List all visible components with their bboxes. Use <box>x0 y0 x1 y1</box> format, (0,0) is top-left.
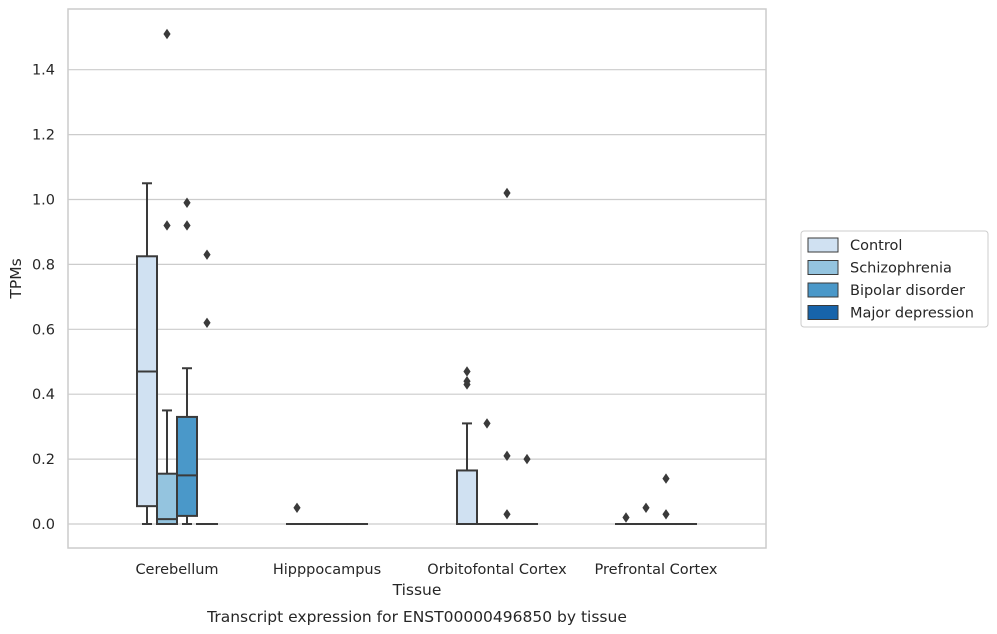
y-tick-label: 0.0 <box>32 517 55 533</box>
outlier-point <box>622 512 630 523</box>
outlier-point <box>183 197 191 208</box>
outlier-point <box>503 450 511 462</box>
outlier-point <box>523 453 531 465</box>
legend-label: Bipolar disorder <box>850 283 965 299</box>
outlier-point <box>163 220 171 231</box>
box-group <box>655 473 677 526</box>
legend-item: Control <box>807 237 902 254</box>
box-group <box>516 453 538 526</box>
box-body <box>176 415 198 517</box>
legend-item: Major depression <box>807 305 974 322</box>
outlier-point <box>163 28 171 40</box>
legend-label: Major depression <box>850 306 974 322</box>
y-tick-label: 0.2 <box>32 452 55 468</box>
box-group <box>456 366 478 525</box>
box-group <box>635 502 657 526</box>
chart-caption: Transcript expression for ENST0000049685… <box>206 608 627 626</box>
y-tick-label: 1.2 <box>32 128 55 144</box>
outlier-point <box>293 502 301 513</box>
legend-items: Control Schizophrenia Bipolar disorder Majo… <box>807 237 974 322</box>
box-group <box>286 502 308 526</box>
outlier-point <box>503 187 511 199</box>
outlier-point <box>203 249 211 260</box>
legend-swatch <box>807 237 839 253</box>
outlier-point <box>203 317 211 329</box>
x-axis-title: Tissue <box>392 581 442 599</box>
x-tick-label: Hipppocampus <box>273 562 381 578</box>
y-tick-label: 1.4 <box>32 63 55 79</box>
outlier-point <box>642 502 650 513</box>
legend-item: Bipolar disorder <box>807 282 965 299</box>
legend-swatch <box>807 260 839 275</box>
y-tick-labels: 0.0 0.2 0.4 0.6 0.8 1.0 1.2 1.4 <box>32 63 55 533</box>
legend-item: Schizophrenia <box>807 260 952 277</box>
legend-frame <box>800 230 989 328</box>
box-body <box>136 255 158 508</box>
outlier-point <box>463 376 471 387</box>
x-tick-labels: Cerebellum Hipppocampus Orbitofontal Corte… <box>135 562 717 578</box>
outlier-point <box>463 366 471 377</box>
x-tick-label: Orbitofontal Cortex <box>427 562 567 578</box>
box-group <box>176 197 198 525</box>
box-body <box>456 469 478 525</box>
y-tick-label: 0.6 <box>32 322 55 338</box>
legend-label: Control <box>850 238 902 254</box>
box-group <box>496 187 518 526</box>
legend-swatch <box>807 282 839 298</box>
box-group <box>476 418 498 526</box>
y-tick-label: 1.0 <box>32 193 55 209</box>
box-group <box>136 182 158 525</box>
outlier-point <box>503 509 511 520</box>
legend-label: Schizophrenia <box>850 261 952 277</box>
outlier-point <box>183 220 191 231</box>
legend: Control Schizophrenia Bipolar disorder Majo… <box>800 230 989 328</box>
box-body <box>156 472 178 526</box>
outlier-point <box>483 418 491 429</box>
grid-lines <box>68 69 766 525</box>
x-tick-label: Cerebellum <box>135 562 218 578</box>
legend-swatch <box>807 305 839 320</box>
box-group <box>615 512 637 526</box>
y-axis-title: TPMs <box>7 258 25 299</box>
plot-frame <box>67 8 767 549</box>
y-tick-label: 0.8 <box>32 257 55 273</box>
x-tick-label: Prefrontal Cortex <box>595 562 718 578</box>
y-tick-label: 0.4 <box>32 387 55 403</box>
outlier-point <box>662 473 670 484</box>
box-group <box>196 249 218 526</box>
box-group <box>156 28 178 526</box>
box-groups <box>136 28 697 526</box>
outlier-point <box>662 509 670 520</box>
